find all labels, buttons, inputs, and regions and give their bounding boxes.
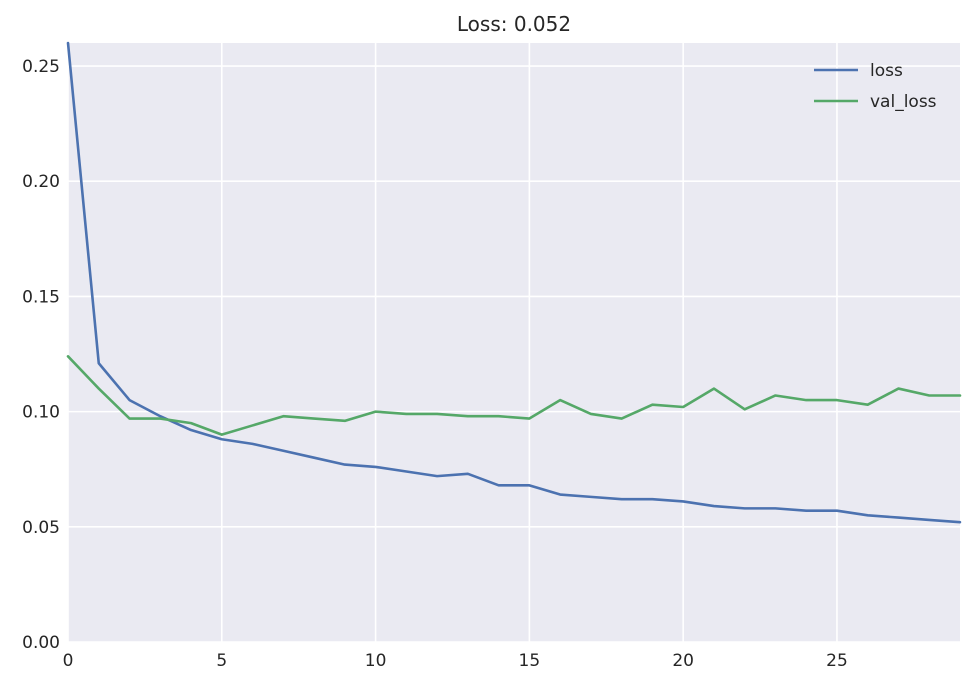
- x-tick-label: 15: [519, 651, 541, 671]
- x-tick-label: 10: [365, 651, 387, 671]
- x-tick-label: 25: [826, 651, 848, 671]
- y-tick-label: 0.25: [22, 57, 60, 77]
- series-line-val-loss: [66, 355, 962, 436]
- plot-area: [68, 43, 960, 642]
- series-line-loss: [66, 41, 962, 524]
- series-lines: [66, 41, 962, 524]
- x-tick-label: 0: [63, 651, 74, 671]
- y-tick-label: 0.15: [22, 287, 60, 307]
- y-tick-label: 0.10: [22, 403, 60, 423]
- legend-label-val-loss: val_loss: [870, 92, 937, 112]
- x-tick-label: 5: [216, 651, 227, 671]
- grid-lines: [67, 43, 960, 643]
- y-tick-label: 0.20: [22, 172, 60, 192]
- chart-title: Loss: 0.052: [457, 12, 571, 36]
- y-tick-label: 0.05: [22, 518, 60, 538]
- legend-label-loss: loss: [870, 61, 903, 81]
- y-axis-ticks: 0.00 0.05 0.10 0.15 0.20 0.25: [22, 57, 60, 653]
- y-tick-label: 0.00: [22, 633, 60, 653]
- x-tick-label: 20: [672, 651, 694, 671]
- legend: loss val_loss: [814, 61, 937, 112]
- x-axis-ticks: 0 5 10 15 20 25: [63, 651, 848, 671]
